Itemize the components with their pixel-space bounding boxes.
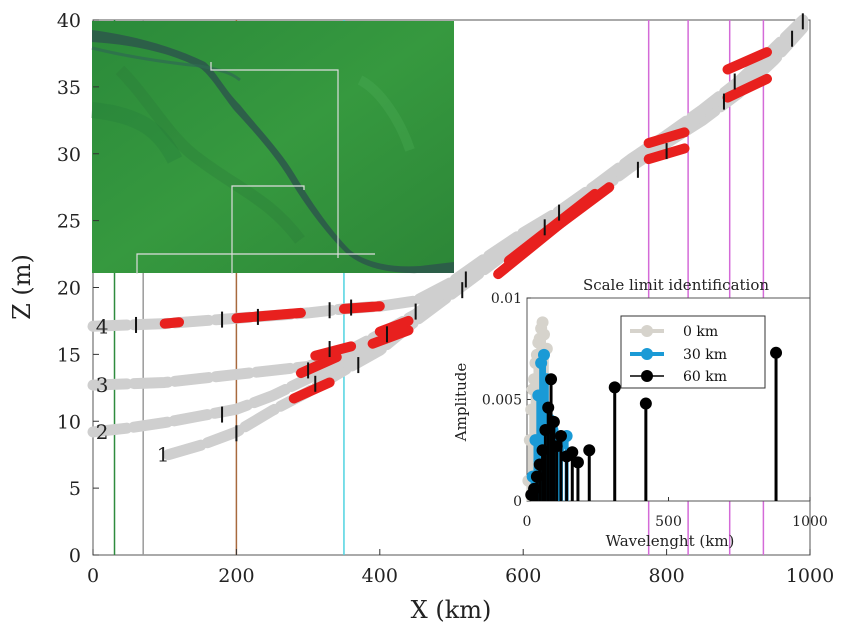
inset-y-tick-label-0: 0 [513, 494, 522, 510]
profile-label-3: 3 [96, 373, 109, 397]
inset-chart: Scale limit identification Wavelenght (k… [452, 276, 828, 550]
legend-entry-60km: 60 km [683, 369, 727, 385]
y-tick-label-40: 40 [57, 10, 81, 32]
profiles-layer [87, 14, 809, 461]
y-tick-label-30: 30 [57, 144, 81, 166]
inset-y-tick-label-0.01: 0.01 [491, 291, 522, 307]
highlight-segment-7 [374, 315, 414, 337]
stem-point-2-10 [554, 430, 567, 443]
stem-point-2-17 [770, 346, 783, 359]
x-tick-label-1000: 1000 [786, 565, 834, 587]
highlight-segment-13 [722, 73, 772, 103]
inset-x-label: Wavelenght (km) [606, 532, 735, 550]
highlight-segment-1 [231, 307, 306, 324]
highlight-segment-10 [503, 188, 600, 266]
legend-entry-30km: 30 km [683, 347, 727, 363]
inset-axes: 0 500 1000 0 0.005 0.01 [482, 291, 828, 530]
stem-point-2-12 [566, 446, 579, 459]
highlight-segment-2 [338, 301, 385, 314]
stem-point-2-16 [639, 397, 652, 410]
inset-legend: 0 km 30 km 60 km [620, 315, 766, 389]
highlight-segment-3 [295, 352, 342, 379]
x-tick-label-600: 600 [505, 565, 541, 587]
stem-point-0-10 [536, 316, 549, 329]
profile-label-1: 1 [157, 443, 170, 467]
stem-point-0-11 [537, 328, 550, 341]
stem-point-2-7 [545, 373, 558, 386]
y-tick-label-35: 35 [57, 77, 81, 99]
stem-point-2-14 [583, 444, 596, 457]
y-tick-label-0: 0 [69, 545, 81, 567]
tick-mark-layer [135, 13, 804, 442]
highlight-segment-14 [722, 47, 772, 75]
profile-label-2: 2 [96, 420, 109, 444]
stem-point-2-15 [608, 381, 621, 394]
stem-point-2-13 [571, 456, 584, 469]
inset-y-label: Amplitude [452, 363, 470, 443]
x-tick-label-400: 400 [362, 565, 398, 587]
y-tick-label-25: 25 [57, 211, 81, 233]
y-tick-label-15: 15 [57, 344, 81, 366]
profile-label-layer: 1 2 3 4 [96, 314, 170, 466]
y-axis-label: Z (m) [8, 254, 36, 320]
highlight-layer [159, 47, 772, 404]
inset-x-tick-label-500: 500 [655, 514, 682, 530]
inset-x-tick-label-0: 0 [523, 514, 532, 530]
satellite-image [91, 21, 454, 274]
x-tick-label-800: 800 [648, 565, 684, 587]
inset-stems [522, 316, 783, 501]
highlight-segment-4 [288, 377, 335, 404]
x-axis-label: X (km) [411, 596, 492, 624]
inset-x-tick-label-1000: 1000 [792, 514, 828, 530]
highlight-segment-0 [159, 317, 185, 329]
stem-point-1-4 [537, 348, 550, 361]
profile-line-4 [87, 14, 809, 332]
profile-label-4: 4 [96, 314, 109, 338]
y-tick-label-5: 5 [69, 478, 81, 500]
highlight-segment-5 [310, 341, 357, 361]
inset-title: Scale limit identification [583, 276, 769, 294]
x-tick-label-0: 0 [87, 565, 99, 587]
x-tick-label-200: 200 [218, 565, 254, 587]
inset-y-tick-label-0.005: 0.005 [482, 393, 522, 409]
y-tick-label-10: 10 [57, 411, 81, 433]
highlight-segment-6 [367, 325, 414, 349]
legend-entry-0km: 0 km [683, 324, 718, 340]
highlight-segment-12 [643, 127, 690, 149]
stem-point-2-8 [547, 415, 560, 428]
y-tick-label-20: 20 [57, 278, 81, 300]
